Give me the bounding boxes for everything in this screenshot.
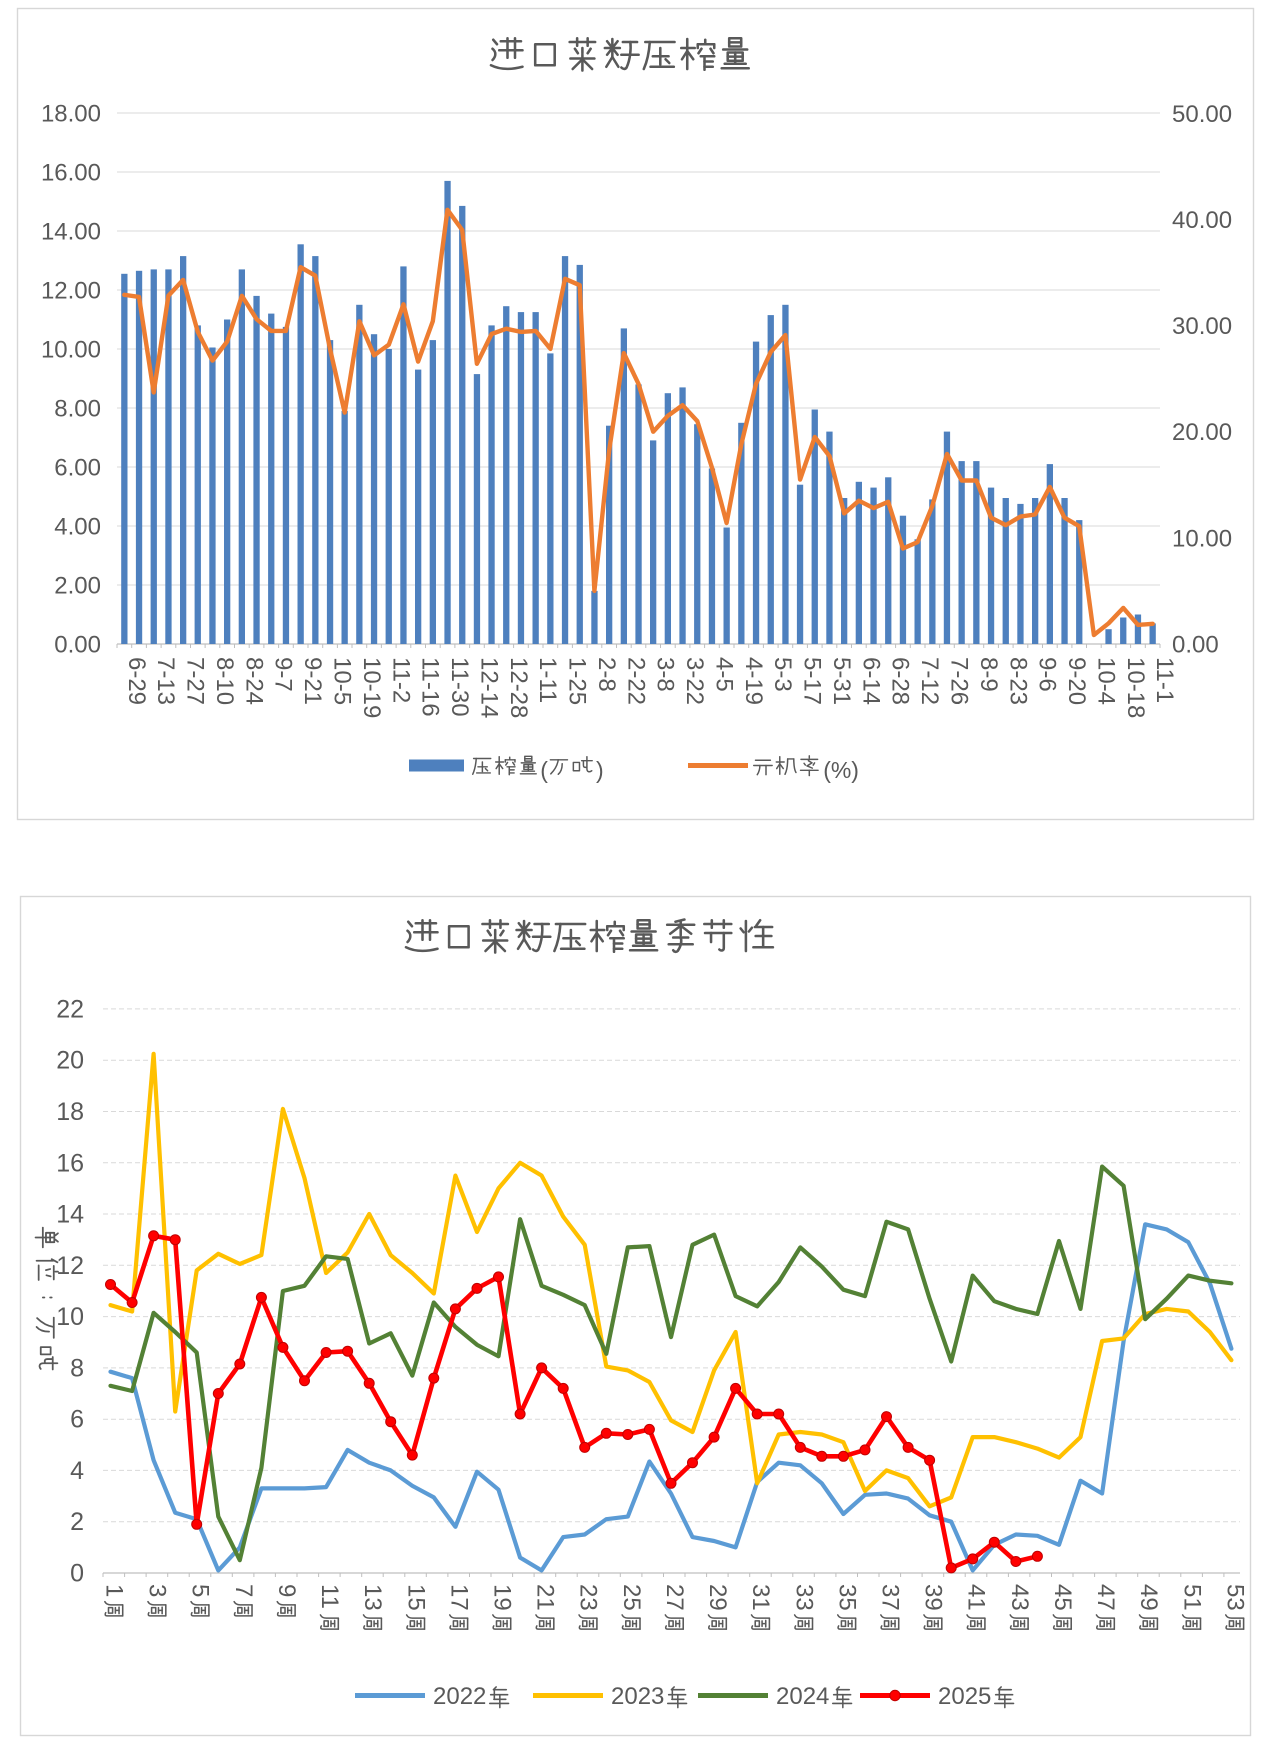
svg-text:17: 17 — [445, 1584, 472, 1611]
svg-text:53: 53 — [1221, 1584, 1248, 1611]
svg-text:5: 5 — [187, 1584, 214, 1597]
svg-text:20: 20 — [56, 1047, 84, 1075]
svg-text:5-31: 5-31 — [828, 657, 855, 705]
svg-text:9-21: 9-21 — [299, 657, 326, 705]
svg-text:11: 11 — [316, 1584, 343, 1609]
svg-text:43: 43 — [1006, 1584, 1033, 1611]
svg-text:10: 10 — [56, 1303, 84, 1331]
svg-text:16.00: 16.00 — [41, 160, 101, 187]
svg-text:7-27: 7-27 — [182, 657, 209, 705]
svg-text:27: 27 — [661, 1584, 688, 1611]
svg-text:12.00: 12.00 — [41, 278, 101, 305]
svg-text:10.00: 10.00 — [1172, 525, 1232, 552]
svg-text:49: 49 — [1135, 1584, 1162, 1611]
svg-text:3-22: 3-22 — [681, 657, 708, 705]
svg-text:): ) — [596, 757, 604, 783]
svg-text:33: 33 — [790, 1584, 817, 1611]
svg-text:6.00: 6.00 — [54, 455, 101, 482]
svg-text:14: 14 — [56, 1201, 84, 1229]
svg-text:2023: 2023 — [611, 1683, 664, 1710]
svg-text:30.00: 30.00 — [1172, 313, 1232, 340]
svg-text:8-10: 8-10 — [211, 657, 238, 705]
svg-text:11-2: 11-2 — [387, 657, 414, 703]
svg-text:41: 41 — [963, 1584, 990, 1611]
svg-text:45: 45 — [1049, 1584, 1076, 1611]
svg-text:10-4: 10-4 — [1092, 657, 1119, 705]
svg-text:5-17: 5-17 — [799, 657, 826, 705]
svg-text:40.00: 40.00 — [1172, 207, 1232, 234]
svg-text:51: 51 — [1178, 1584, 1205, 1611]
svg-text:7-13: 7-13 — [152, 657, 179, 705]
svg-text:4: 4 — [70, 1457, 84, 1485]
svg-text:10-18: 10-18 — [1122, 657, 1149, 718]
svg-text:6: 6 — [70, 1406, 84, 1434]
svg-text:2-8: 2-8 — [593, 657, 620, 692]
svg-text:6-29: 6-29 — [123, 657, 150, 705]
svg-text:9-6: 9-6 — [1034, 657, 1061, 692]
svg-text:(: ( — [540, 757, 548, 783]
svg-text:8-9: 8-9 — [975, 657, 1002, 692]
svg-text:8.00: 8.00 — [54, 396, 101, 423]
svg-text:18: 18 — [56, 1098, 84, 1126]
svg-text:13: 13 — [359, 1584, 386, 1611]
svg-text:25: 25 — [618, 1584, 645, 1611]
svg-text:3-8: 3-8 — [652, 657, 679, 692]
svg-text:16: 16 — [56, 1149, 84, 1177]
svg-text:8-24: 8-24 — [240, 657, 267, 705]
svg-text:6-28: 6-28 — [887, 657, 914, 705]
svg-text:0.00: 0.00 — [54, 632, 101, 659]
svg-text:6-14: 6-14 — [857, 657, 884, 705]
svg-text:12: 12 — [56, 1252, 84, 1280]
svg-text:15: 15 — [402, 1584, 429, 1611]
svg-text:11-16: 11-16 — [417, 657, 444, 717]
svg-text:9-20: 9-20 — [1063, 657, 1090, 705]
svg-text:0: 0 — [70, 1560, 84, 1588]
svg-text:23: 23 — [575, 1584, 602, 1611]
svg-text:0.00: 0.00 — [1172, 632, 1219, 659]
svg-text:21: 21 — [532, 1584, 559, 1611]
svg-text:2: 2 — [70, 1508, 84, 1536]
svg-text:4-5: 4-5 — [711, 657, 738, 692]
svg-text:11-1: 11-1 — [1151, 657, 1178, 703]
svg-text:2025: 2025 — [938, 1683, 991, 1710]
svg-text:20.00: 20.00 — [1172, 419, 1232, 446]
svg-text:37: 37 — [877, 1584, 904, 1611]
svg-text:12-28: 12-28 — [505, 657, 532, 718]
svg-text:29: 29 — [704, 1584, 731, 1611]
svg-text:8-23: 8-23 — [1004, 657, 1031, 705]
svg-text:18.00: 18.00 — [41, 101, 101, 128]
svg-text:2022: 2022 — [433, 1683, 486, 1710]
svg-text:9: 9 — [273, 1584, 300, 1597]
svg-text:39: 39 — [920, 1584, 947, 1611]
svg-text:14.00: 14.00 — [41, 219, 101, 246]
svg-text:10-19: 10-19 — [358, 657, 385, 718]
svg-text:2-22: 2-22 — [622, 657, 649, 705]
svg-text:12-14: 12-14 — [475, 657, 502, 718]
svg-text:4.00: 4.00 — [54, 514, 101, 541]
svg-text:1-25: 1-25 — [564, 657, 591, 705]
svg-text:7-26: 7-26 — [946, 657, 973, 705]
svg-text:35: 35 — [833, 1584, 860, 1611]
svg-text:(%): (%) — [823, 757, 859, 783]
svg-text:7: 7 — [230, 1584, 257, 1597]
svg-text:9-7: 9-7 — [270, 657, 297, 692]
svg-text:31: 31 — [747, 1584, 774, 1611]
svg-text:10.00: 10.00 — [41, 337, 101, 364]
svg-text:47: 47 — [1092, 1584, 1119, 1611]
svg-text:1: 1 — [101, 1584, 128, 1597]
svg-text:1-11: 1-11 — [534, 657, 561, 703]
svg-text:19: 19 — [489, 1584, 516, 1611]
svg-text:5-3: 5-3 — [769, 657, 796, 692]
svg-text:7-12: 7-12 — [916, 657, 943, 705]
svg-text:22: 22 — [56, 995, 84, 1023]
svg-text:11-30: 11-30 — [446, 657, 473, 717]
svg-text:3: 3 — [144, 1584, 171, 1597]
svg-text:8: 8 — [70, 1354, 84, 1382]
svg-text:50.00: 50.00 — [1172, 101, 1232, 128]
svg-text:10-5: 10-5 — [329, 657, 356, 705]
svg-text:2.00: 2.00 — [54, 573, 101, 600]
svg-text:2024: 2024 — [776, 1683, 829, 1710]
svg-text:4-19: 4-19 — [740, 657, 767, 705]
